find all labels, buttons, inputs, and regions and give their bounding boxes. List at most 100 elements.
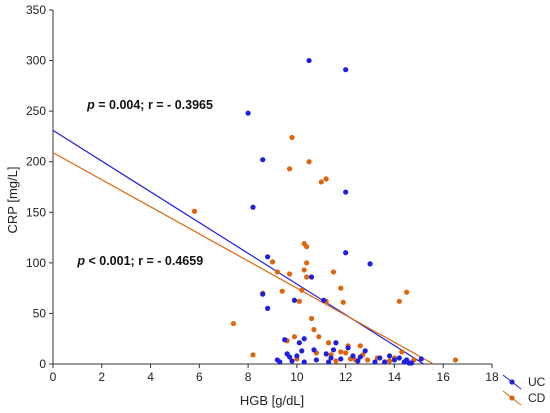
data-point-uc — [362, 348, 368, 354]
data-point-cd — [279, 288, 285, 294]
data-point-uc — [343, 189, 349, 195]
legend-item-uc: UC — [502, 374, 546, 390]
data-point-uc — [296, 340, 302, 346]
data-point-cd — [230, 320, 237, 327]
x-tick-label: 2 — [98, 370, 105, 384]
data-point-uc — [282, 337, 288, 343]
data-point-cd — [286, 271, 293, 277]
y-tick-label: 350 — [26, 3, 46, 17]
fit-line-uc — [52, 129, 425, 365]
y-tick-label: 300 — [26, 54, 46, 68]
data-point-cd — [340, 299, 346, 305]
legend: UC CD — [502, 374, 546, 406]
data-point-uc — [321, 297, 327, 303]
data-point-uc — [294, 353, 300, 359]
data-point-uc — [333, 340, 339, 346]
data-point-cd — [365, 357, 371, 363]
x-tick-label: 0 — [50, 370, 57, 384]
data-points — [191, 57, 459, 366]
y-tick-label: 150 — [26, 205, 46, 219]
x-tick-label: 16 — [437, 370, 451, 384]
data-point-cd — [306, 159, 312, 165]
data-point-cd — [343, 350, 349, 356]
data-point-uc — [311, 347, 317, 353]
x-axis-label: HGB [g/dL] — [240, 393, 304, 408]
legend-uc-label: UC — [528, 375, 546, 389]
data-point-uc — [377, 355, 383, 361]
data-point-cd — [250, 352, 256, 358]
data-point-uc — [345, 345, 351, 351]
data-point-uc — [343, 67, 349, 73]
data-point-uc — [286, 354, 293, 360]
data-point-uc — [396, 355, 402, 361]
data-point-uc — [418, 356, 424, 362]
data-point-cd — [304, 244, 310, 250]
data-point-uc — [372, 359, 378, 365]
data-point-cd — [301, 267, 307, 273]
x-tick-label: 18 — [485, 370, 499, 384]
data-point-uc — [323, 351, 329, 357]
data-point-uc — [325, 359, 332, 365]
plot-frame — [52, 10, 492, 365]
data-point-cd — [333, 358, 339, 364]
data-point-uc — [391, 357, 398, 363]
data-point-uc — [338, 356, 344, 362]
data-point-uc — [250, 204, 256, 210]
annotation-uc: p = 0.004; r = - 0.3965 — [86, 98, 213, 112]
data-point-uc — [301, 359, 307, 365]
legend-cd-marker — [509, 395, 515, 401]
x-tick-label: 10 — [290, 370, 304, 384]
regression-lines — [52, 129, 434, 365]
data-point-cd — [452, 357, 459, 363]
data-point-cd — [323, 176, 329, 182]
data-point-cd — [269, 259, 276, 265]
legend-item-cd: CD — [502, 390, 546, 406]
data-point-uc — [308, 274, 315, 280]
x-tick-label: 14 — [388, 370, 402, 384]
data-point-uc — [386, 353, 393, 359]
data-point-cd — [386, 358, 393, 364]
data-point-uc — [306, 57, 312, 64]
annotation-cd-stats: < 0.001; r = - 0.4659 — [85, 254, 203, 268]
data-point-uc — [328, 355, 334, 361]
data-point-cd — [316, 334, 322, 340]
fit-line-cd — [52, 152, 434, 365]
data-point-cd — [338, 349, 344, 355]
data-point-uc — [299, 348, 305, 354]
x-tick-label: 4 — [147, 370, 154, 384]
data-point-uc — [301, 336, 307, 342]
data-point-uc — [350, 353, 356, 359]
data-point-uc — [343, 250, 349, 256]
x-tick-label: 8 — [245, 370, 252, 384]
data-point-uc — [291, 297, 298, 303]
y-axis-label: CRP [mg/L] — [5, 167, 20, 234]
data-point-uc — [355, 358, 361, 364]
annotation-cd-p: p — [76, 254, 85, 268]
data-point-cd — [304, 274, 310, 280]
annotation-uc-stats: = 0.004; r = - 0.3965 — [95, 98, 213, 112]
x-tick-label: 12 — [339, 370, 353, 384]
data-point-cd — [325, 340, 332, 346]
y-tick-label: 200 — [26, 155, 46, 169]
data-point-uc — [245, 110, 251, 116]
data-point-cd — [396, 298, 402, 304]
data-point-cd — [404, 289, 410, 295]
data-point-uc — [330, 347, 337, 353]
y-tick-label: 250 — [26, 104, 46, 118]
legend-cd-label: CD — [528, 391, 546, 405]
data-point-uc — [289, 358, 295, 364]
legend-uc-marker — [509, 379, 515, 385]
data-point-cd — [318, 179, 324, 185]
data-point-cd — [191, 208, 198, 214]
y-tick-label: 0 — [39, 357, 46, 371]
data-point-uc — [260, 157, 266, 163]
data-point-cd — [357, 343, 363, 349]
x-axis: 0 2 4 6 8 10 12 14 16 18 — [50, 364, 499, 384]
data-point-cd — [311, 327, 317, 333]
y-tick-label: 100 — [26, 256, 46, 270]
data-point-cd — [399, 349, 405, 355]
y-tick-label: 50 — [33, 306, 47, 320]
data-point-uc — [313, 357, 319, 363]
data-point-uc — [277, 359, 283, 365]
data-point-cd — [308, 315, 315, 322]
